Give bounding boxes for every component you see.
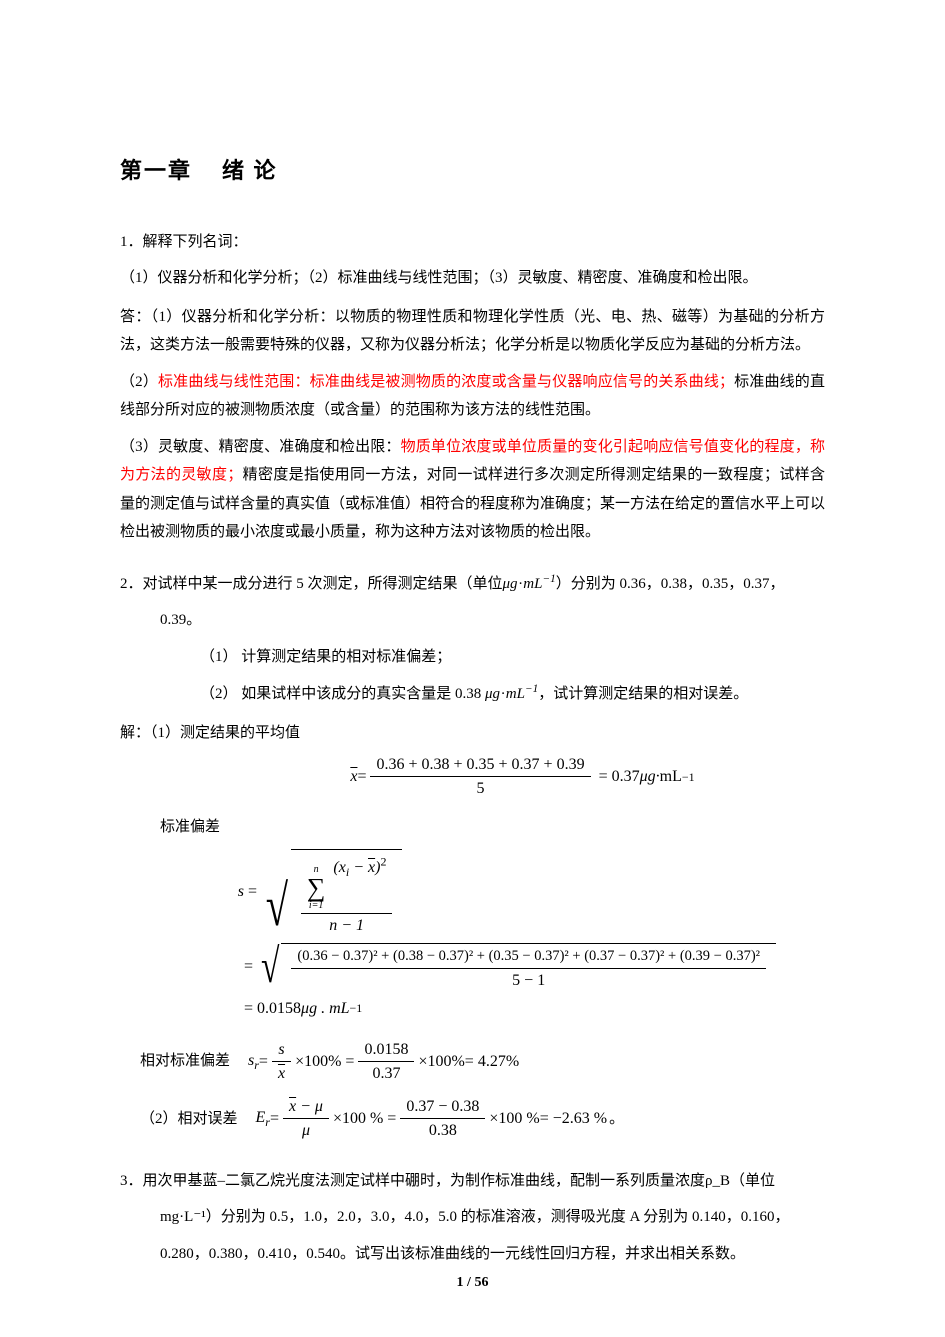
- q1-a2-prefix: （2）: [120, 374, 158, 390]
- q1-answer-3: （3）灵敏度、精密度、准确度和检出限：物质单位浓度或单位质量的变化引起响应信号值…: [120, 433, 825, 547]
- eq-sr-den: 0.37: [366, 1062, 406, 1083]
- equation-s: s = √ n ∑ i=1 (xi − x)2 n − 1: [220, 849, 825, 1018]
- q2-stem-c: 0.39。: [120, 606, 825, 635]
- q1-subitems: （1）仪器分析和化学分析；（2）标准曲线与线性范围；（3）灵敏度、精密度、准确度…: [120, 264, 825, 293]
- q2-ans-lead: 解：（1）测定结果的平均值: [120, 719, 825, 748]
- eq-s-nminus1: n − 1: [323, 914, 370, 935]
- q1-answer-2: （2）标准曲线与线性范围：标准曲线是被测物质的浓度或含量与仪器响应信号的关系曲线…: [120, 368, 825, 425]
- eq-mean-num: 0.36 + 0.38 + 0.35 + 0.37 + 0.39: [370, 755, 590, 777]
- page-sep: /: [464, 1275, 475, 1290]
- q2-stem-b: ）分别为 0.36，0.38，0.35，0.37，: [556, 576, 785, 592]
- eq-er-tail: 。: [609, 1105, 624, 1134]
- q2-sub2: （2） 如果试样中该成分的真实含量是 0.38 μg·mL−1，试计算测定结果的…: [120, 679, 825, 709]
- sigma-symbol: n ∑ i=1: [307, 865, 326, 911]
- eq-er-result: = −2.63 %: [540, 1109, 607, 1128]
- re-label: （2）相对误差: [140, 1105, 238, 1134]
- q1-a2-highlight: 标准曲线与线性范围：标准曲线是被测物质的浓度或含量与仪器响应信号的关系曲线；: [158, 374, 734, 390]
- q2-sub2-unit: μg·mL−1: [485, 686, 538, 702]
- sqrt-1: √ n ∑ i=1 (xi − x)2 n − 1: [261, 849, 402, 935]
- sqrt-2: √ (0.36 − 0.37)² + (0.38 − 0.37)² + (0.3…: [257, 943, 776, 991]
- eq-mean-den: 5: [471, 777, 491, 798]
- eq-sr-num: 0.0158: [358, 1040, 414, 1062]
- eq-s-long-num: (0.36 − 0.37)² + (0.38 − 0.37)² + (0.35 …: [291, 948, 766, 968]
- q2-sub2-a: （2） 如果试样中该成分的真实含量是 0.38: [200, 686, 485, 702]
- rsd-label: 相对标准偏差: [140, 1047, 230, 1076]
- chapter-title: 第一章 绪 论: [120, 150, 825, 192]
- q2-stem-unit: μg·mL−1: [503, 576, 556, 592]
- q2-stem-a: 2．对试样中某一成分进行 5 次测定，所得测定结果（单位: [120, 576, 503, 592]
- eq-er-den: 0.38: [423, 1119, 463, 1140]
- q2-stem: 2．对试样中某一成分进行 5 次测定，所得测定结果（单位μg·mL−1）分别为 …: [120, 569, 825, 599]
- q3-line1: 3．用次甲基蓝–二氯乙烷光度法测定试样中硼时，为制作标准曲线，配制一系列质量浓度…: [120, 1167, 825, 1196]
- q3-line3: 0.280，0.380，0.410，0.540。试写出该标准曲线的一元线性回归方…: [120, 1240, 825, 1269]
- equation-er: （2）相对误差 Er = x − μ μ ×100 % = 0.37 − 0.3…: [120, 1097, 825, 1140]
- eq-er-num: 0.37 − 0.38: [400, 1097, 485, 1119]
- q1-stem: 1．解释下列名词：: [120, 228, 825, 257]
- equation-sr: 相对标准偏差 sr = s x ×100% = 0.0158 0.37 ×100…: [120, 1040, 825, 1083]
- eq-sr-result: = 4.27%: [465, 1052, 519, 1071]
- q2-std-label: 标准偏差: [120, 813, 825, 842]
- q1-a3-prefix: （3）灵敏度、精密度、准确度和检出限：: [120, 439, 401, 455]
- chapter-number: 第一章: [120, 158, 192, 183]
- q2-sub2-b: ，试计算测定结果的相对误差。: [538, 686, 748, 702]
- q1-answer-1: 答：（1）仪器分析和化学分析：以物质的物理性质和物理化学性质（光、电、热、磁等）…: [120, 303, 825, 360]
- page-total: 56: [474, 1275, 488, 1290]
- eq-s-long-den: 5 − 1: [506, 969, 551, 990]
- page-footer: 1 / 56: [0, 1270, 945, 1297]
- page-current: 1: [457, 1275, 464, 1290]
- page-root: 第一章 绪 论 1．解释下列名词： （1）仪器分析和化学分析；（2）标准曲线与线性…: [0, 0, 945, 1337]
- q2-sub1: （1） 计算测定结果的相对标准偏差；: [120, 643, 825, 672]
- equation-mean: x = 0.36 + 0.38 + 0.35 + 0.37 + 0.39 5 =…: [120, 755, 825, 798]
- chapter-name: 绪 论: [222, 158, 278, 183]
- q3-line2: mg·L⁻¹）分别为 0.5，1.0，2.0，3.0，4.0，5.0 的标准溶液…: [120, 1203, 825, 1232]
